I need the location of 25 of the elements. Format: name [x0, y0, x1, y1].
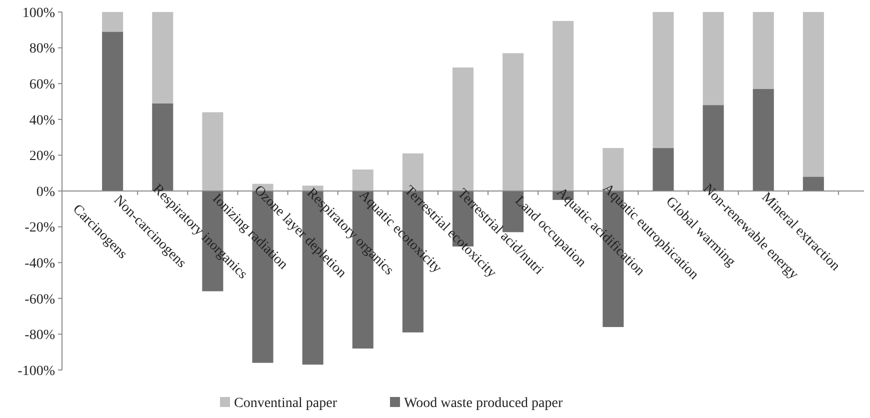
y-tick-label: -60% [24, 292, 56, 308]
bar [502, 53, 524, 191]
bar [102, 32, 124, 191]
y-tick-label: -40% [24, 256, 56, 272]
y-tick-label: 60% [29, 78, 56, 92]
bar [102, 12, 124, 32]
legend-label: Conventinal paper [234, 396, 338, 411]
bar [702, 12, 724, 106]
bar [802, 176, 824, 191]
y-tick-label: -20% [24, 220, 56, 236]
legend-label: Wood waste produced paper [404, 396, 563, 411]
bar [202, 112, 224, 191]
bar [152, 12, 174, 104]
y-tick-label: 40% [29, 113, 56, 128]
y-tick-label: 100% [22, 6, 56, 21]
bar [652, 148, 674, 191]
bar [552, 20, 574, 191]
y-tick-label: 80% [29, 42, 56, 57]
bar [752, 12, 774, 89]
bar [652, 12, 674, 148]
y-tick-label: 20% [29, 149, 56, 164]
y-tick-label: -100% [18, 364, 56, 379]
y-tick-label: -80% [24, 328, 56, 344]
bar [802, 12, 824, 177]
y-tick-label: 0% [36, 184, 56, 200]
